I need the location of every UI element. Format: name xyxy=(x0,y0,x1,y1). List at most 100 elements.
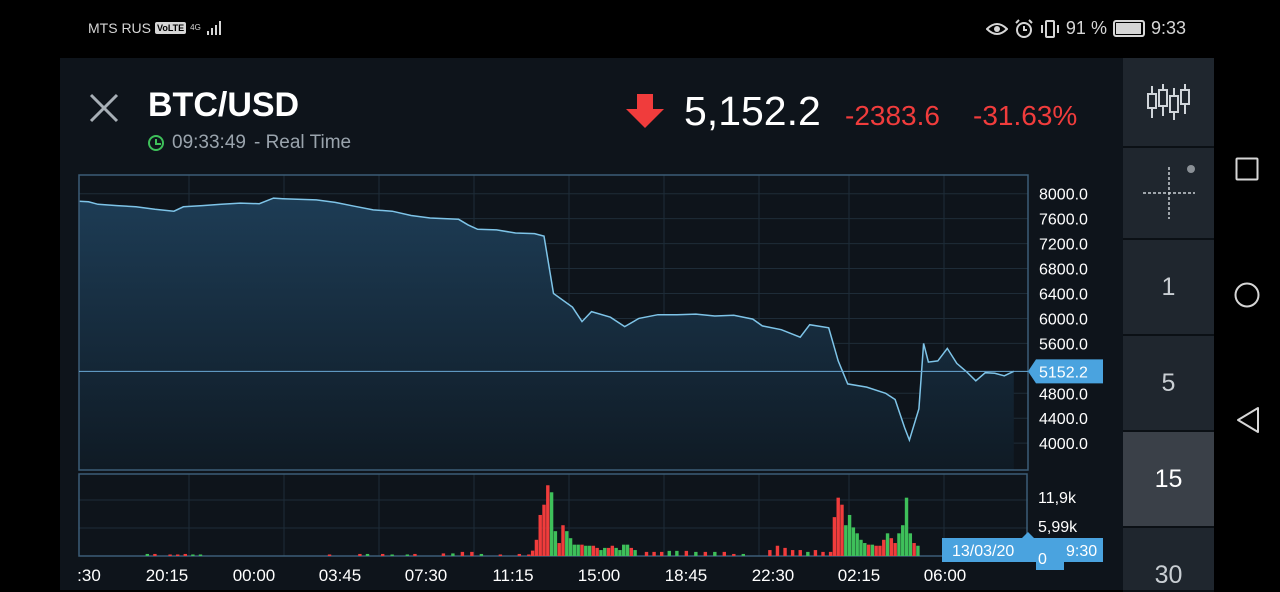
volume-bar xyxy=(530,550,535,556)
chart-type-button[interactable] xyxy=(1123,58,1214,148)
timeframe-30-button[interactable]: 30 xyxy=(1123,528,1214,592)
volume-bar xyxy=(821,551,825,556)
volume-label-high: 11,9k xyxy=(1038,490,1077,507)
time-tick-label: 00:00 xyxy=(233,566,276,585)
price-tick-label: 8000.0 xyxy=(1039,187,1088,204)
price-chart[interactable]: 8000.0 7600.0 7200.0 6800.0 6400.0 6000.0 5600… xyxy=(60,170,1123,590)
volume-bar xyxy=(855,533,859,556)
crosshair-time: 9:30 xyxy=(1066,543,1097,560)
volume-bar xyxy=(614,547,618,556)
eye-comfort-icon xyxy=(985,22,1008,35)
volume-bar xyxy=(813,550,818,556)
volume-bar xyxy=(498,554,503,556)
timeframe-5-button[interactable]: 5 xyxy=(1123,336,1214,432)
volume-bar xyxy=(889,538,894,556)
price-tick-label: 4400.0 xyxy=(1039,411,1088,428)
tool-sidebar: 1 5 15 30 xyxy=(1123,58,1214,592)
volume-bar xyxy=(390,554,394,556)
volume-bar xyxy=(549,492,554,556)
volte-badge: VoLTE xyxy=(155,22,187,34)
volume-bar xyxy=(622,544,626,556)
timeframe-1-button[interactable]: 1 xyxy=(1123,240,1214,336)
volume-bar xyxy=(580,544,584,556)
volume-bar xyxy=(916,545,920,556)
volume-bar xyxy=(882,539,886,556)
time-tick-label: 22:30 xyxy=(752,566,795,585)
volume-bar xyxy=(722,551,727,556)
time-tick-label: :30 xyxy=(77,566,101,585)
crosshair-button[interactable] xyxy=(1123,148,1214,240)
arrow-down-icon xyxy=(626,94,664,128)
volume-bar xyxy=(897,533,901,556)
volume-bar xyxy=(584,545,588,556)
volume-bar xyxy=(405,554,410,556)
volume-bar xyxy=(633,550,637,556)
volume-bar xyxy=(327,554,332,556)
volume-bar xyxy=(153,553,157,556)
price-tick-label: 4800.0 xyxy=(1039,386,1088,403)
volume-label-mid: 5,99k xyxy=(1038,519,1078,536)
volume-bar xyxy=(893,543,897,556)
time-tick-label: 06:00 xyxy=(924,566,967,585)
volume-bar xyxy=(828,551,833,556)
price-tick-label: 6000.0 xyxy=(1039,311,1088,328)
price-tick-label: 4000.0 xyxy=(1039,436,1088,453)
time-tick-label: 03:45 xyxy=(319,566,362,585)
price-tick-label: 7600.0 xyxy=(1039,212,1088,229)
time-tick-label: 02:15 xyxy=(838,566,881,585)
volume-bar xyxy=(901,525,905,556)
volume-bar xyxy=(413,553,417,556)
volume-bar xyxy=(380,553,385,556)
volume-bar xyxy=(732,553,736,556)
volume-bar xyxy=(790,550,795,556)
volume-bars xyxy=(145,485,920,556)
price-pane-border xyxy=(78,174,1029,471)
time-tick-label: 15:00 xyxy=(578,566,621,585)
volume-bar xyxy=(599,550,603,556)
volume-bar xyxy=(847,514,852,556)
volume-bar xyxy=(912,543,916,556)
volume-bar xyxy=(863,543,867,556)
volume-bar xyxy=(625,544,630,556)
volume-bar xyxy=(591,545,596,556)
recent-apps-icon[interactable] xyxy=(1235,157,1259,181)
volume-bar xyxy=(840,504,844,556)
volume-bar xyxy=(768,550,772,556)
volume-bar xyxy=(694,551,698,556)
price-tick-label: 5600.0 xyxy=(1039,336,1088,353)
quote-mode: - Real Time xyxy=(253,132,352,153)
quote-time: 09:33:49 - Real Time xyxy=(148,132,351,154)
price-change: -2383.6 xyxy=(845,100,940,131)
volume-bar xyxy=(832,517,837,556)
alarm-icon xyxy=(1015,18,1033,38)
carrier-name: MTS RUS xyxy=(88,20,151,36)
time-tick-label: 20:15 xyxy=(146,566,189,585)
volume-bar xyxy=(542,504,546,556)
navigation-bar xyxy=(1214,0,1280,590)
time-axis: :30 20:15 00:00 03:45 07:30 11:15 15:00 18:45 22… xyxy=(77,566,966,585)
volume-bar xyxy=(618,550,622,556)
volume-bar xyxy=(659,551,664,556)
volume-bar xyxy=(145,553,150,556)
volume-bar xyxy=(358,553,362,556)
volume-bar xyxy=(885,533,890,556)
clock-time: 9:33 xyxy=(1150,18,1186,38)
volume-bar xyxy=(798,550,802,556)
volume-bar xyxy=(198,554,203,556)
quote-timestamp: 09:33:49 xyxy=(172,132,246,153)
volume-bar xyxy=(713,551,717,556)
timeframe-15-button[interactable]: 15 xyxy=(1123,432,1214,528)
volume-bar xyxy=(703,551,708,556)
volume-bar xyxy=(561,525,565,556)
volume-bar xyxy=(606,547,611,556)
close-icon[interactable] xyxy=(88,92,120,124)
volume-bar xyxy=(451,553,455,556)
home-icon[interactable] xyxy=(1234,282,1260,308)
volume-bar xyxy=(644,551,649,556)
instrument-title: BTC/USD xyxy=(148,86,300,124)
volume-bar xyxy=(908,533,913,556)
current-price-tag: 5152.2 xyxy=(1028,359,1103,384)
volume-bar xyxy=(684,550,689,556)
back-icon[interactable] xyxy=(1236,406,1260,434)
volume-bar xyxy=(610,545,615,556)
